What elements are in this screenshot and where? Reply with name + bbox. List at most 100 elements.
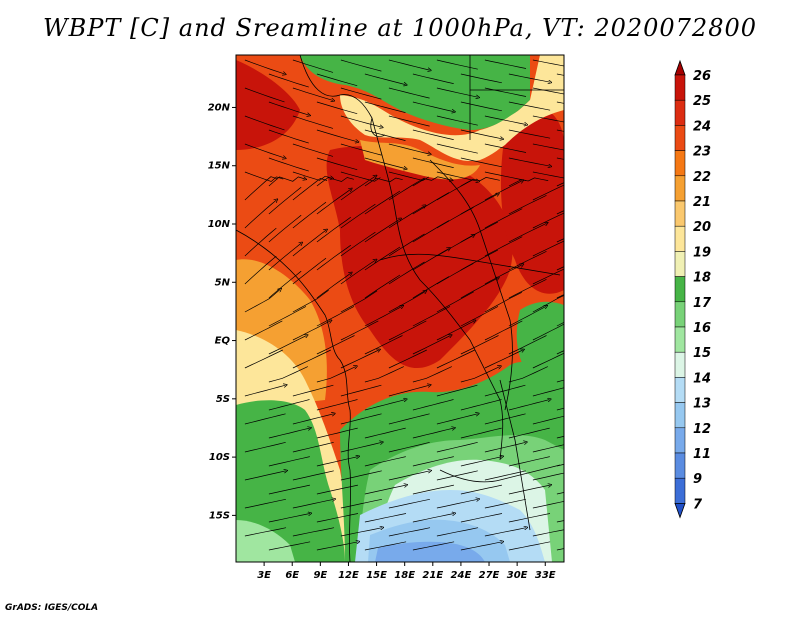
colorbar-segment (674, 251, 686, 277)
streamline (244, 143, 285, 158)
streamline (508, 250, 547, 271)
lat-tick-label: EQ (215, 336, 231, 347)
streamline (484, 291, 523, 313)
streamline (484, 350, 523, 369)
streamline (268, 243, 301, 271)
streamline (316, 367, 356, 383)
streamline (484, 470, 526, 481)
streamline (268, 306, 307, 327)
footer-credit: GrADS: IGES/COLA (5, 603, 99, 613)
streamline (388, 87, 430, 99)
streamline (436, 527, 479, 537)
lon-tick-label: 24E (451, 570, 472, 581)
streamline (364, 129, 406, 141)
streamline (244, 320, 283, 341)
streamline (244, 176, 278, 201)
streamline (388, 59, 430, 70)
streamline (316, 484, 358, 495)
streamline (508, 427, 550, 439)
wbpt-field-east-highlands-green (516, 301, 564, 400)
streamline (316, 129, 357, 142)
streamline (292, 87, 333, 100)
streamline (436, 499, 478, 509)
streamline (412, 249, 449, 271)
streamlines (244, 59, 564, 551)
streamline (292, 384, 334, 397)
streamline (268, 484, 310, 495)
streamline (292, 289, 329, 313)
streamline (556, 182, 564, 187)
streamline (436, 115, 478, 126)
streamline (460, 457, 502, 467)
streamline (244, 290, 280, 313)
streamline (388, 206, 425, 229)
streamline (388, 171, 429, 181)
streamline (412, 456, 454, 467)
wbpt-field-warmest-north (236, 60, 300, 150)
streamline (268, 428, 310, 439)
colorbar-label: 22 (693, 170, 711, 185)
streamline (484, 236, 523, 257)
streamline (364, 246, 401, 271)
streamline (244, 227, 277, 257)
country-borders (236, 55, 564, 562)
streamline (364, 101, 406, 113)
streamline (532, 115, 564, 123)
streamline (340, 470, 382, 481)
streamline (532, 143, 564, 151)
streamline (316, 101, 358, 115)
streamline (532, 352, 564, 369)
streamline (556, 238, 564, 243)
streamline (436, 171, 478, 181)
colorbar-label: 9 (693, 472, 702, 487)
colorbar-label: 15 (693, 346, 711, 361)
streamline (436, 59, 478, 70)
streamline (340, 528, 382, 537)
colorbar-segment (674, 427, 686, 454)
streamline (244, 527, 287, 537)
streamline (388, 441, 430, 453)
streamline (412, 192, 450, 215)
wbpt-field-southwest-lightgreen (236, 520, 295, 562)
lon-tick-label: 30E (507, 570, 528, 581)
streamline (508, 177, 549, 187)
streamline (340, 59, 382, 72)
streamline (532, 184, 564, 201)
streamline (364, 456, 406, 467)
streamline (412, 306, 451, 327)
streamline (436, 414, 478, 425)
map-title: WBPT [C] and Sreamline at 1000hPa, VT: 2… (42, 14, 758, 42)
lat-tick-label: 5S (216, 394, 230, 405)
streamline (532, 87, 564, 95)
streamline (532, 387, 564, 397)
streamline (292, 201, 327, 229)
streamline (268, 177, 305, 187)
wbpt-field-sahara-green (300, 55, 530, 130)
lat-tick-label: 20N (208, 102, 231, 113)
streamline (268, 157, 309, 172)
wbpt-field-east-yellow-north (470, 55, 564, 152)
lon-tick-label: 9E (313, 570, 327, 581)
streamline (484, 87, 527, 97)
streamline (460, 73, 502, 84)
streamline (316, 513, 359, 523)
streamline (340, 176, 376, 201)
streamline (412, 176, 451, 187)
colorbar-segment (674, 402, 686, 429)
streamline (316, 335, 355, 355)
streamline (316, 177, 354, 187)
colorbar-label: 16 (693, 321, 711, 336)
streamline (388, 320, 427, 341)
streamline (484, 115, 526, 125)
colorbar-label: 13 (693, 397, 711, 412)
streamline (244, 200, 276, 229)
streamline (244, 413, 286, 425)
streamline (316, 273, 351, 299)
streamline (436, 384, 478, 397)
streamline (292, 143, 334, 157)
streamline (292, 257, 327, 285)
streamline (508, 335, 547, 355)
streamline (292, 171, 332, 181)
streamline (556, 294, 564, 299)
streamline (340, 231, 376, 257)
